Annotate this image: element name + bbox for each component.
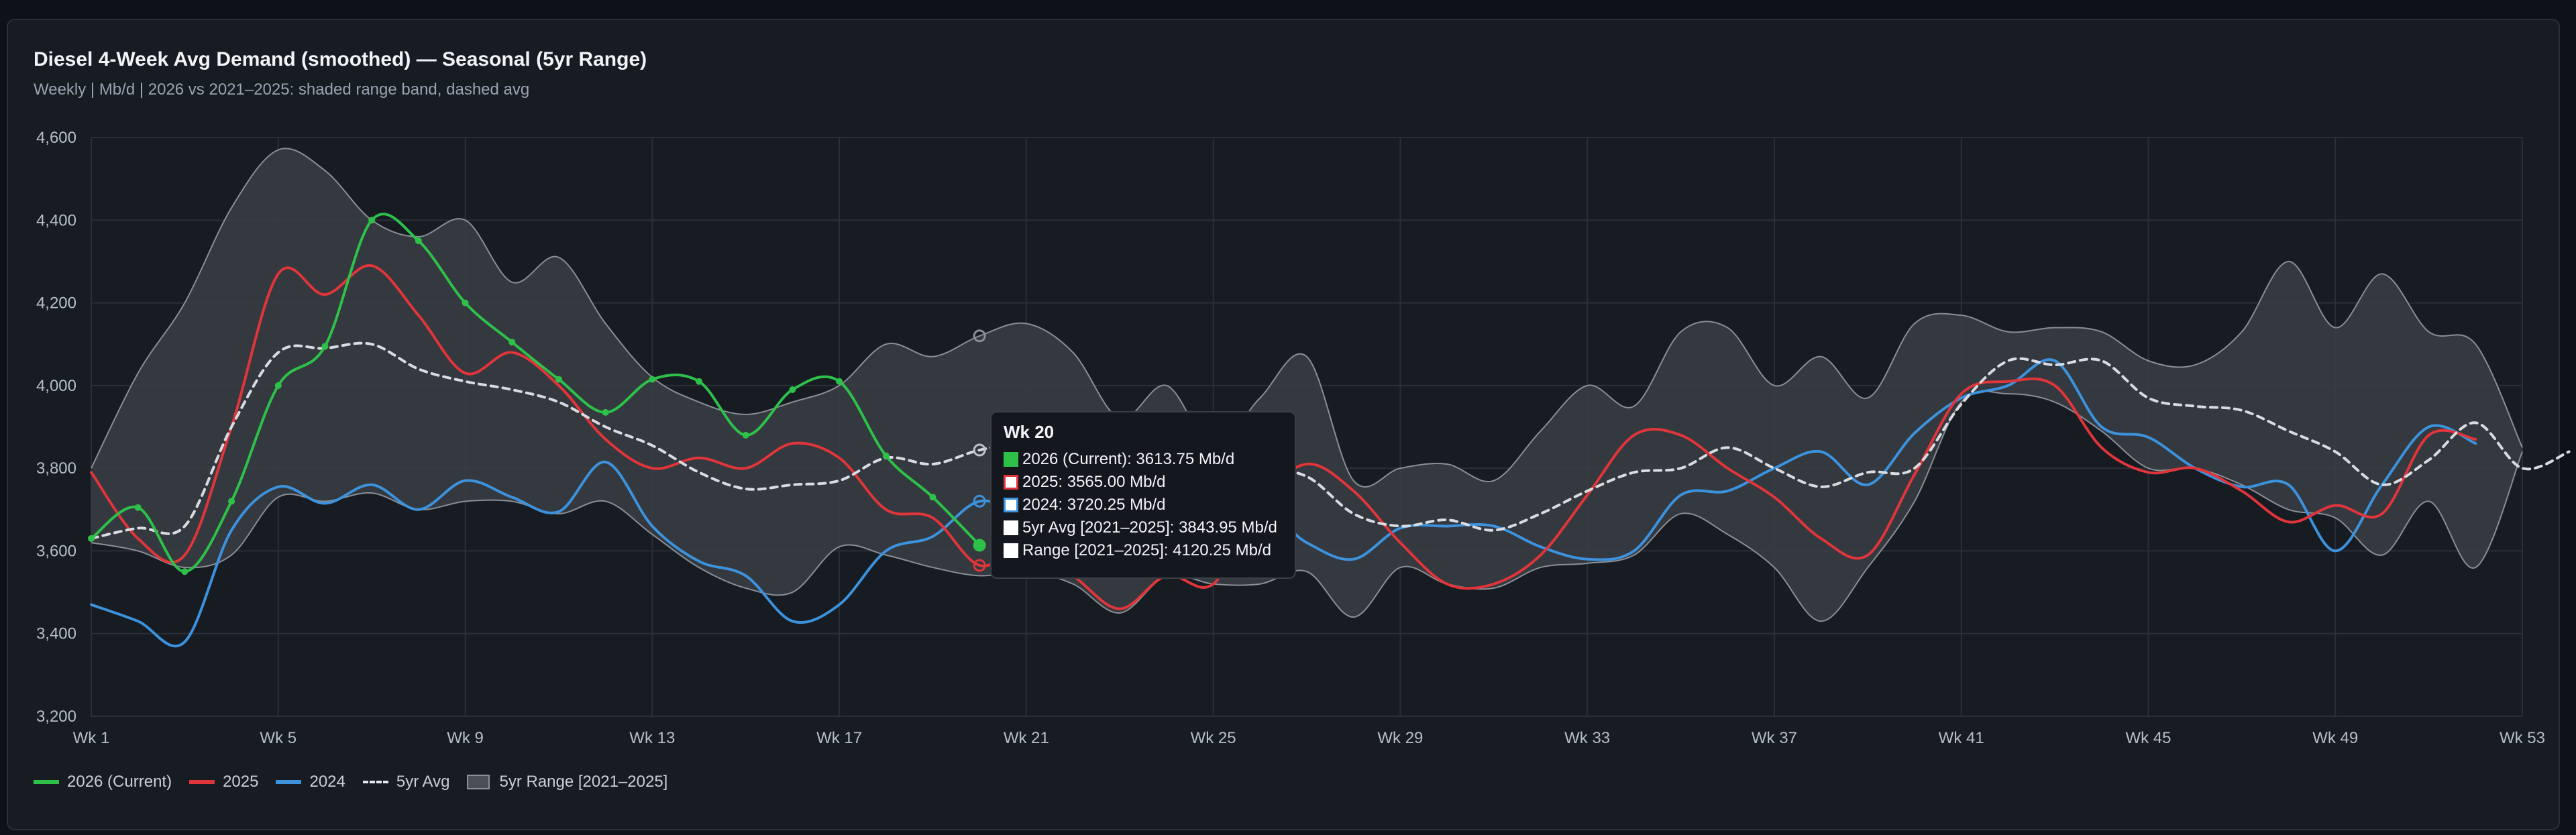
x-tick-label: Wk 41 xyxy=(1939,729,1984,747)
point-current[interactable] xyxy=(415,237,422,245)
hover-tooltip: Wk 20 2026 (Current): 3613.75 Mb/d 2025:… xyxy=(990,411,1296,579)
point-current[interactable] xyxy=(228,498,235,505)
legend-label-avg: 5yr Avg xyxy=(396,773,450,791)
point-current[interactable] xyxy=(882,452,890,459)
x-tick-label: Wk 13 xyxy=(629,729,675,747)
x-tick-label: Wk 49 xyxy=(2312,729,2358,747)
tooltip-label-range: Range [2021–2025]: 4120.25 Mb/d xyxy=(1022,541,1271,559)
x-tick-label: Wk 21 xyxy=(1004,729,1049,747)
chart-title: Diesel 4-Week Avg Demand (smoothed) — Se… xyxy=(34,48,647,70)
x-tick-label: Wk 1 xyxy=(73,729,110,747)
point-current[interactable] xyxy=(368,217,376,224)
tooltip-label-avg: 5yr Avg [2021–2025]: 3843.95 Mb/d xyxy=(1022,518,1277,537)
range-upper-line xyxy=(91,148,2523,488)
legend-label-2024: 2024 xyxy=(309,773,345,791)
legend-item-2024[interactable]: 2024 xyxy=(276,773,345,791)
point-current[interactable] xyxy=(508,339,516,346)
x-tick-label: Wk 5 xyxy=(260,729,297,747)
x-tick-label: Wk 53 xyxy=(2500,729,2545,747)
point-current[interactable] xyxy=(274,382,282,389)
legend-swatch-avg xyxy=(362,781,388,783)
tooltip-row-2025: 2025: 3565.00 Mb/d xyxy=(1004,471,1283,494)
tooltip-swatch-range xyxy=(1004,543,1018,558)
y-tick-label: 4,000 xyxy=(36,377,76,395)
legend-item-current[interactable]: 2026 (Current) xyxy=(34,773,172,791)
y-tick-label: 3,600 xyxy=(36,542,76,560)
hover-point-2025[interactable] xyxy=(973,559,986,572)
chart-subtitle: Weekly | Mb/d | 2026 vs 2021–2025: shade… xyxy=(34,80,530,99)
x-tick-label: Wk 45 xyxy=(2125,729,2171,747)
tooltip-label-2025: 2025: 3565.00 Mb/d xyxy=(1022,473,1166,491)
y-tick-label: 4,400 xyxy=(36,211,76,229)
x-tick-label: Wk 29 xyxy=(1377,729,1423,747)
tooltip-label-current: 2026 (Current): 3613.75 Mb/d xyxy=(1022,450,1235,468)
x-tick-label: Wk 33 xyxy=(1564,729,1610,747)
series-markers xyxy=(88,217,986,575)
hover-point-current[interactable] xyxy=(973,539,986,552)
point-current[interactable] xyxy=(88,535,95,542)
legend: 2026 (Current) 2025 2024 5yr Avg 5yr Ran… xyxy=(34,773,685,791)
tooltip-swatch-2025 xyxy=(1004,475,1018,490)
x-tick-label: Wk 9 xyxy=(447,729,484,747)
point-current[interactable] xyxy=(602,408,609,416)
hover-point-2024[interactable] xyxy=(973,494,986,508)
point-current[interactable] xyxy=(134,504,142,511)
range-band-fill xyxy=(91,148,2522,622)
tooltip-label-2024: 2024: 3720.25 Mb/d xyxy=(1022,496,1166,514)
point-current[interactable] xyxy=(696,378,702,385)
tooltip-swatch-2024 xyxy=(1004,498,1018,512)
point-current[interactable] xyxy=(789,386,796,394)
range-band xyxy=(91,148,2523,622)
legend-swatch-2024 xyxy=(276,780,302,784)
hover-point-avg[interactable] xyxy=(973,443,986,457)
range-lower-line xyxy=(91,390,2523,622)
point-current[interactable] xyxy=(742,431,749,439)
legend-swatch-range xyxy=(467,775,490,789)
point-current[interactable] xyxy=(555,376,562,383)
y-tick-label: 3,200 xyxy=(36,708,76,726)
point-current[interactable] xyxy=(321,343,329,350)
y-tick-label: 4,600 xyxy=(36,129,76,147)
legend-swatch-2025 xyxy=(189,780,215,784)
tooltip-title: Wk 20 xyxy=(1004,422,1055,442)
x-tick-label: Wk 37 xyxy=(1752,729,1797,747)
y-tick-label: 3,400 xyxy=(36,625,76,643)
series-line-avg xyxy=(90,341,2571,540)
point-current[interactable] xyxy=(836,378,843,385)
point-current[interactable] xyxy=(462,299,469,307)
legend-label-range: 5yr Range [2021–2025] xyxy=(499,773,668,791)
legend-item-avg[interactable]: 5yr Avg xyxy=(362,773,450,791)
legend-label-2025: 2025 xyxy=(223,773,259,791)
axis-ticks: 3,200 3,400 3,600 3,800 4,000 4,200 4,400 4,600… xyxy=(36,129,2545,747)
y-tick-label: 4,200 xyxy=(36,294,76,313)
tooltip-row-range: Range [2021–2025]: 4120.25 Mb/d xyxy=(1004,539,1283,562)
x-tick-label: Wk 17 xyxy=(816,729,862,747)
legend-swatch-current xyxy=(34,780,59,784)
tooltip-row-2024: 2024: 3720.25 Mb/d xyxy=(1004,494,1283,516)
point-current[interactable] xyxy=(181,568,189,575)
x-tick-label: Wk 25 xyxy=(1191,729,1236,747)
legend-item-range[interactable]: 5yr Range [2021–2025] xyxy=(467,773,667,791)
legend-label-current: 2026 (Current) xyxy=(67,773,172,791)
tooltip-row-avg: 5yr Avg [2021–2025]: 3843.95 Mb/d xyxy=(1004,516,1283,539)
y-tick-label: 3,800 xyxy=(36,459,76,478)
point-current[interactable] xyxy=(929,494,936,501)
hover-point-range[interactable] xyxy=(973,329,986,343)
legend-item-2025[interactable]: 2025 xyxy=(189,773,258,791)
point-current[interactable] xyxy=(649,376,656,383)
tooltip-swatch-current xyxy=(1004,452,1018,467)
tooltip-swatch-avg xyxy=(1004,520,1018,535)
tooltip-row-current: 2026 (Current): 3613.75 Mb/d xyxy=(1004,448,1283,471)
